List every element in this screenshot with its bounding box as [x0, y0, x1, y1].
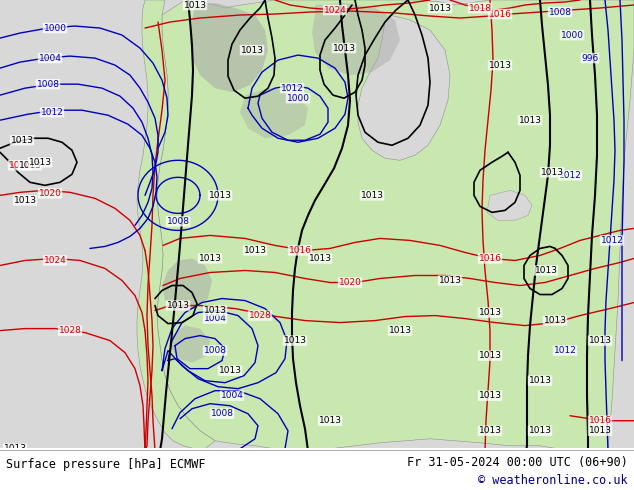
Text: 1013: 1013	[4, 444, 27, 453]
Text: 1013: 1013	[243, 246, 266, 255]
Text: 1013: 1013	[529, 426, 552, 435]
Text: 1013: 1013	[318, 416, 342, 425]
Polygon shape	[358, 15, 450, 160]
Text: 1008: 1008	[210, 409, 233, 418]
Text: 1012: 1012	[553, 346, 576, 355]
Text: 1008: 1008	[204, 346, 226, 355]
Text: 1013: 1013	[283, 336, 306, 345]
Text: 1013: 1013	[479, 426, 501, 435]
Text: 1000: 1000	[287, 94, 309, 103]
Text: 1013: 1013	[18, 161, 41, 170]
Text: 1013: 1013	[588, 426, 612, 435]
Text: 1013: 1013	[429, 3, 451, 13]
Text: 1013: 1013	[13, 196, 37, 205]
Polygon shape	[240, 88, 308, 138]
Text: 1013: 1013	[198, 254, 221, 263]
Text: 1012: 1012	[559, 171, 581, 180]
Text: 1024: 1024	[44, 256, 67, 265]
Text: 1008: 1008	[167, 217, 190, 226]
Text: 1004: 1004	[204, 314, 226, 323]
Text: 1028: 1028	[249, 311, 271, 320]
Text: 1024: 1024	[323, 5, 346, 15]
Text: 1018: 1018	[469, 3, 491, 13]
Text: 1016: 1016	[288, 246, 311, 255]
Polygon shape	[157, 0, 634, 451]
Text: 1013: 1013	[309, 254, 332, 263]
Text: 1028: 1028	[58, 326, 81, 335]
Text: 1013: 1013	[543, 316, 567, 325]
Text: © weatheronline.co.uk: © weatheronline.co.uk	[478, 474, 628, 488]
Polygon shape	[170, 325, 210, 363]
Text: 1013: 1013	[588, 336, 612, 345]
Text: 1013: 1013	[439, 276, 462, 285]
Text: Fr 31-05-2024 00:00 UTC (06+90): Fr 31-05-2024 00:00 UTC (06+90)	[407, 456, 628, 469]
Polygon shape	[162, 258, 212, 311]
Text: 1020: 1020	[39, 189, 61, 198]
Text: 1016: 1016	[479, 254, 501, 263]
Text: 1020: 1020	[339, 278, 361, 287]
Text: 1013: 1013	[29, 158, 51, 167]
Text: 1013: 1013	[204, 306, 226, 315]
Text: 1013: 1013	[479, 391, 501, 400]
Text: 1012: 1012	[600, 236, 623, 245]
Text: 1013: 1013	[183, 0, 207, 9]
Text: 1012: 1012	[41, 108, 63, 117]
Polygon shape	[190, 3, 268, 92]
Text: 1013: 1013	[479, 351, 501, 360]
Text: 1012: 1012	[281, 84, 304, 93]
Text: 1013: 1013	[529, 376, 552, 385]
Text: 1000: 1000	[560, 30, 583, 40]
Polygon shape	[487, 190, 532, 220]
Text: 1013: 1013	[209, 191, 231, 200]
Text: 1013: 1013	[479, 308, 501, 317]
Text: 1013: 1013	[489, 61, 512, 70]
Text: 996: 996	[581, 53, 598, 63]
Polygon shape	[312, 3, 400, 75]
Text: 1013: 1013	[11, 136, 34, 145]
Text: 1016: 1016	[489, 9, 512, 19]
Text: 1004: 1004	[39, 53, 61, 63]
Text: 1013: 1013	[361, 191, 384, 200]
Text: 1013: 1013	[332, 44, 356, 52]
Text: 1000: 1000	[44, 24, 67, 32]
Text: 1013: 1013	[240, 46, 264, 54]
Text: 1013: 1013	[534, 266, 557, 275]
Text: 1013: 1013	[167, 301, 190, 310]
Text: 1004: 1004	[221, 391, 243, 400]
Text: 1008: 1008	[37, 80, 60, 89]
Text: 1013: 1013	[519, 116, 541, 125]
Text: 1016: 1016	[8, 161, 32, 170]
Text: 1013: 1013	[389, 326, 411, 335]
Text: 1008: 1008	[548, 7, 571, 17]
Text: Surface pressure [hPa] ECMWF: Surface pressure [hPa] ECMWF	[6, 458, 206, 471]
Text: 1013: 1013	[541, 168, 564, 177]
Text: 1016: 1016	[588, 416, 612, 425]
Polygon shape	[137, 0, 215, 449]
Text: 1013: 1013	[219, 366, 242, 375]
